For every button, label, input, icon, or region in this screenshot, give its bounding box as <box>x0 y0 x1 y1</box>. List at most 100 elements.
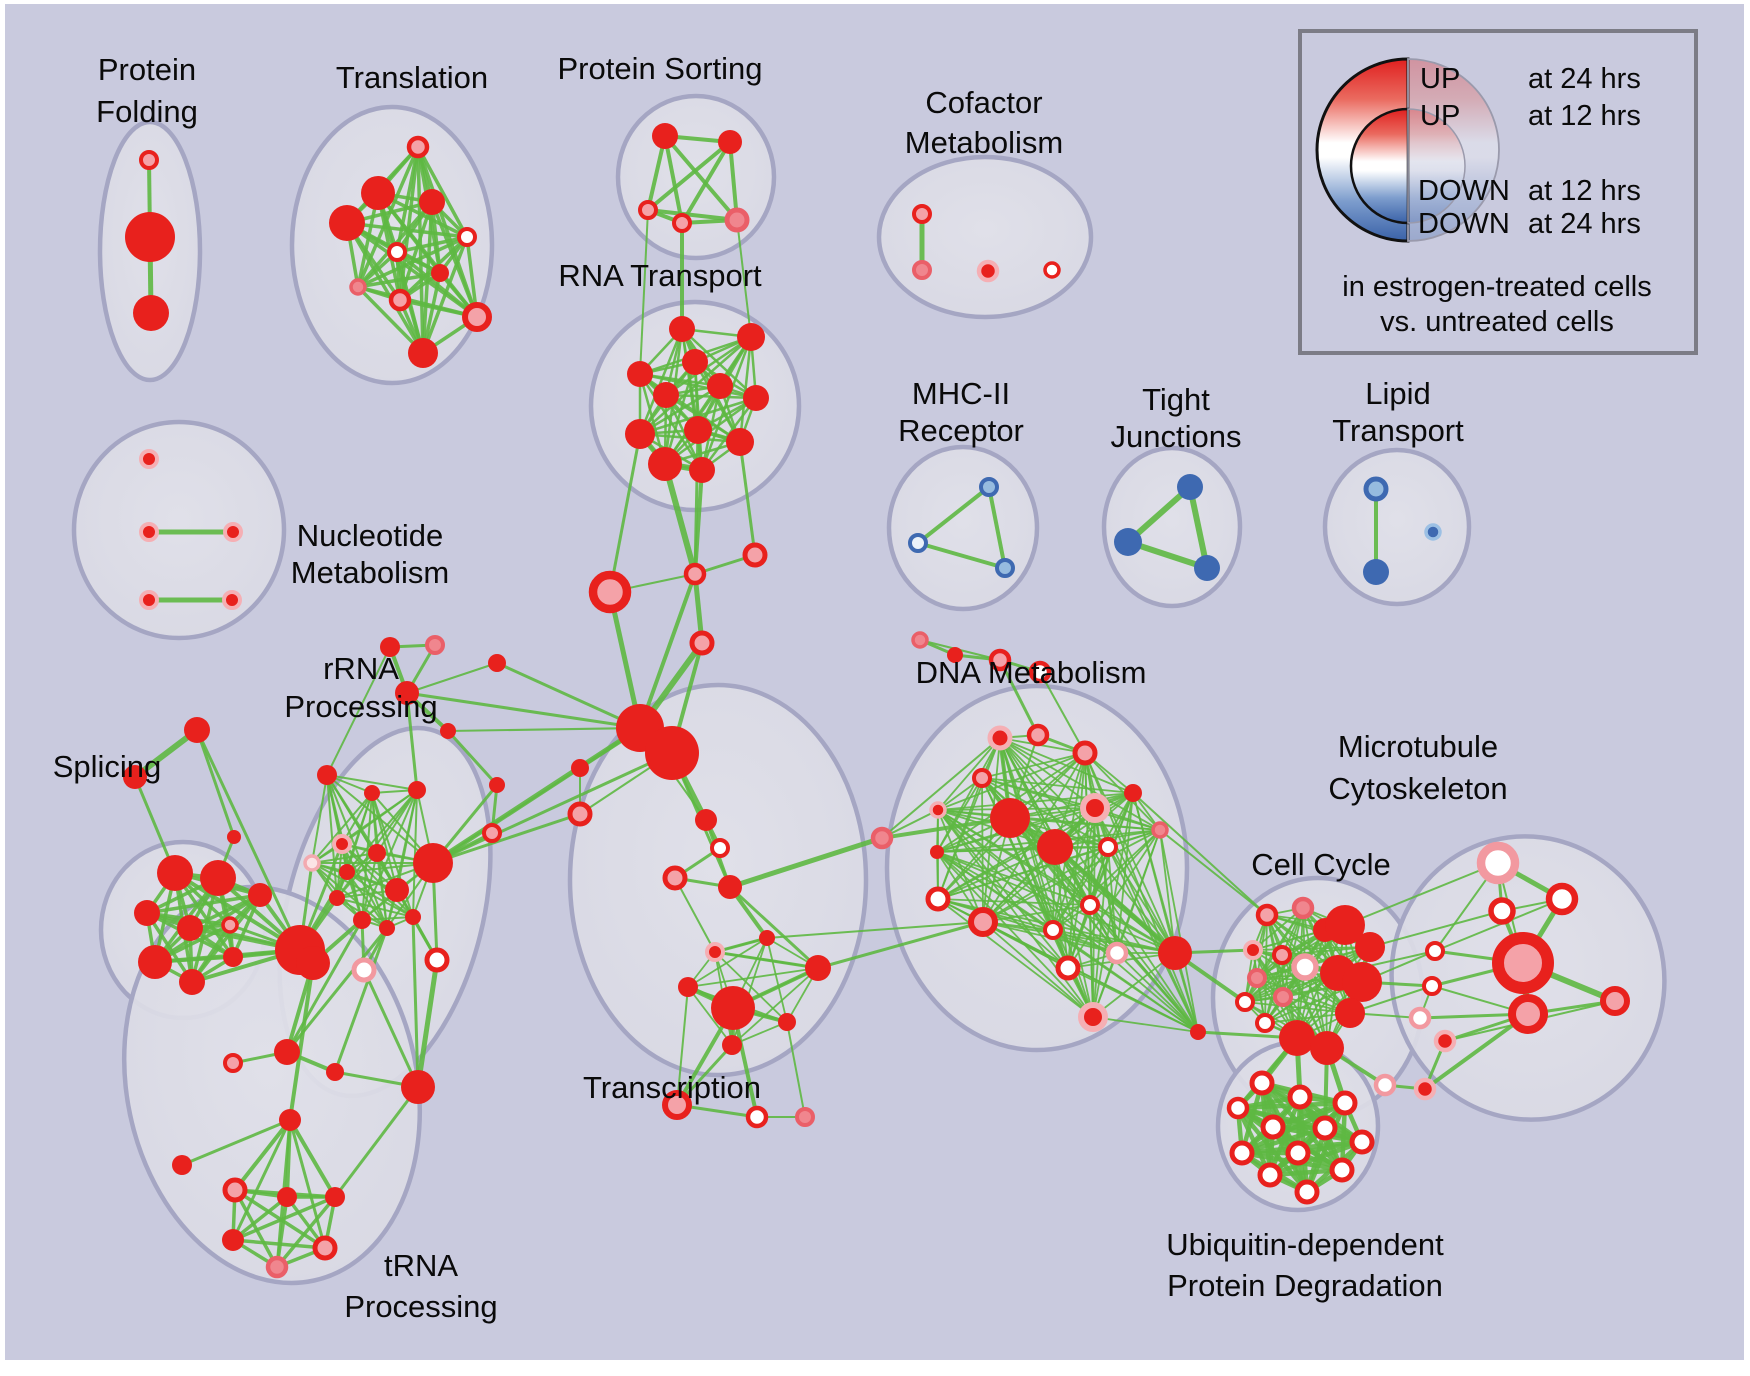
gene-node <box>689 457 715 483</box>
gene-node <box>567 801 593 827</box>
module-label-rna-transport: RNA Transport <box>558 258 762 293</box>
gene-node <box>625 419 655 449</box>
edge <box>333 927 389 1073</box>
edge <box>639 209 649 375</box>
gene-node <box>683 562 707 586</box>
gene-node <box>265 1255 289 1279</box>
edge <box>766 937 788 1023</box>
edge <box>1244 929 1326 1003</box>
gene-node <box>1285 1140 1311 1166</box>
gene-node <box>968 907 998 937</box>
edge <box>937 752 1086 811</box>
gene-node <box>987 725 1013 751</box>
gene-node <box>1105 941 1129 965</box>
gene-node <box>662 865 688 891</box>
gene-node <box>279 1109 301 1131</box>
gene-node <box>695 809 717 831</box>
gene-node <box>976 259 1000 283</box>
module-ellipse-mhc-ii-receptor <box>886 444 1040 612</box>
gene-node <box>1098 837 1118 857</box>
gene-node <box>672 213 692 233</box>
gene-node <box>1492 932 1554 994</box>
gene-node <box>1335 998 1365 1028</box>
module-label-dna: DNA Metabolism <box>916 655 1147 690</box>
gene-node <box>133 295 169 331</box>
edge <box>1296 946 1371 1039</box>
gene-node <box>312 1235 338 1261</box>
edge <box>647 208 738 222</box>
edge <box>415 959 440 1088</box>
edge <box>432 812 581 865</box>
edge <box>1159 829 1176 954</box>
edge <box>646 140 732 212</box>
edge <box>665 393 757 400</box>
gene-node <box>221 916 239 934</box>
gene-node <box>710 838 730 858</box>
edge <box>731 967 819 1046</box>
edge <box>1092 846 1109 1018</box>
edge <box>357 235 468 289</box>
edge <box>421 236 469 354</box>
gene-node <box>1026 723 1050 747</box>
gene-node <box>990 798 1030 838</box>
legend-inner-left-half <box>1349 107 1410 225</box>
edge <box>1053 845 1177 955</box>
module-ellipse-transcription <box>567 682 869 1078</box>
gene-node <box>223 947 243 967</box>
edge <box>1092 1016 1199 1033</box>
gene-node <box>1325 905 1365 945</box>
gene-node <box>379 920 395 936</box>
gene-node <box>227 830 241 844</box>
gene-node <box>179 969 205 995</box>
gene-node <box>134 900 160 926</box>
gene-node <box>139 522 159 542</box>
edge <box>432 751 673 865</box>
edge <box>639 372 757 400</box>
edge <box>446 729 499 787</box>
gene-node <box>1194 555 1220 581</box>
legend-down-12-time: at 12 hrs <box>1528 175 1641 207</box>
gene-node <box>329 205 365 241</box>
gene-node <box>737 323 765 351</box>
gene-node <box>385 878 409 902</box>
gene-node <box>223 1053 243 1073</box>
gene-node <box>419 189 445 215</box>
edge <box>285 919 364 1053</box>
gene-node <box>645 726 699 780</box>
gene-node <box>457 227 477 247</box>
edge <box>232 1195 336 1242</box>
module-label-cellcycle: Cell Cycle <box>1251 847 1391 882</box>
gene-node <box>912 260 932 280</box>
edge <box>1434 898 1563 952</box>
edge <box>982 921 1094 1018</box>
edge <box>937 807 1096 900</box>
edge <box>786 1021 806 1118</box>
gene-node <box>689 630 715 656</box>
edge <box>311 792 373 864</box>
edge <box>1054 846 1094 1018</box>
gene-node <box>1342 962 1382 1002</box>
gene-node <box>1255 903 1279 927</box>
gene-node <box>1124 784 1142 802</box>
edge <box>1054 846 1199 1033</box>
gene-node <box>408 338 438 368</box>
edge <box>357 271 441 289</box>
legend-down-12-label: DOWN <box>1418 175 1510 207</box>
edge <box>356 146 420 288</box>
gene-node <box>339 864 355 880</box>
gene-node <box>1235 992 1255 1012</box>
edge <box>937 846 1056 900</box>
gene-node <box>1413 1077 1437 1101</box>
edge <box>693 429 700 575</box>
edge <box>362 969 420 1088</box>
gene-node <box>1408 1006 1432 1030</box>
gene-node <box>1114 528 1142 556</box>
gene-node <box>1363 476 1389 502</box>
gene-node <box>1545 882 1579 916</box>
edge <box>416 146 469 238</box>
edge <box>311 852 378 864</box>
module-label-transcription: Transcription <box>583 1070 761 1105</box>
edges-layer <box>133 134 1617 1269</box>
edge <box>1009 817 1094 1018</box>
